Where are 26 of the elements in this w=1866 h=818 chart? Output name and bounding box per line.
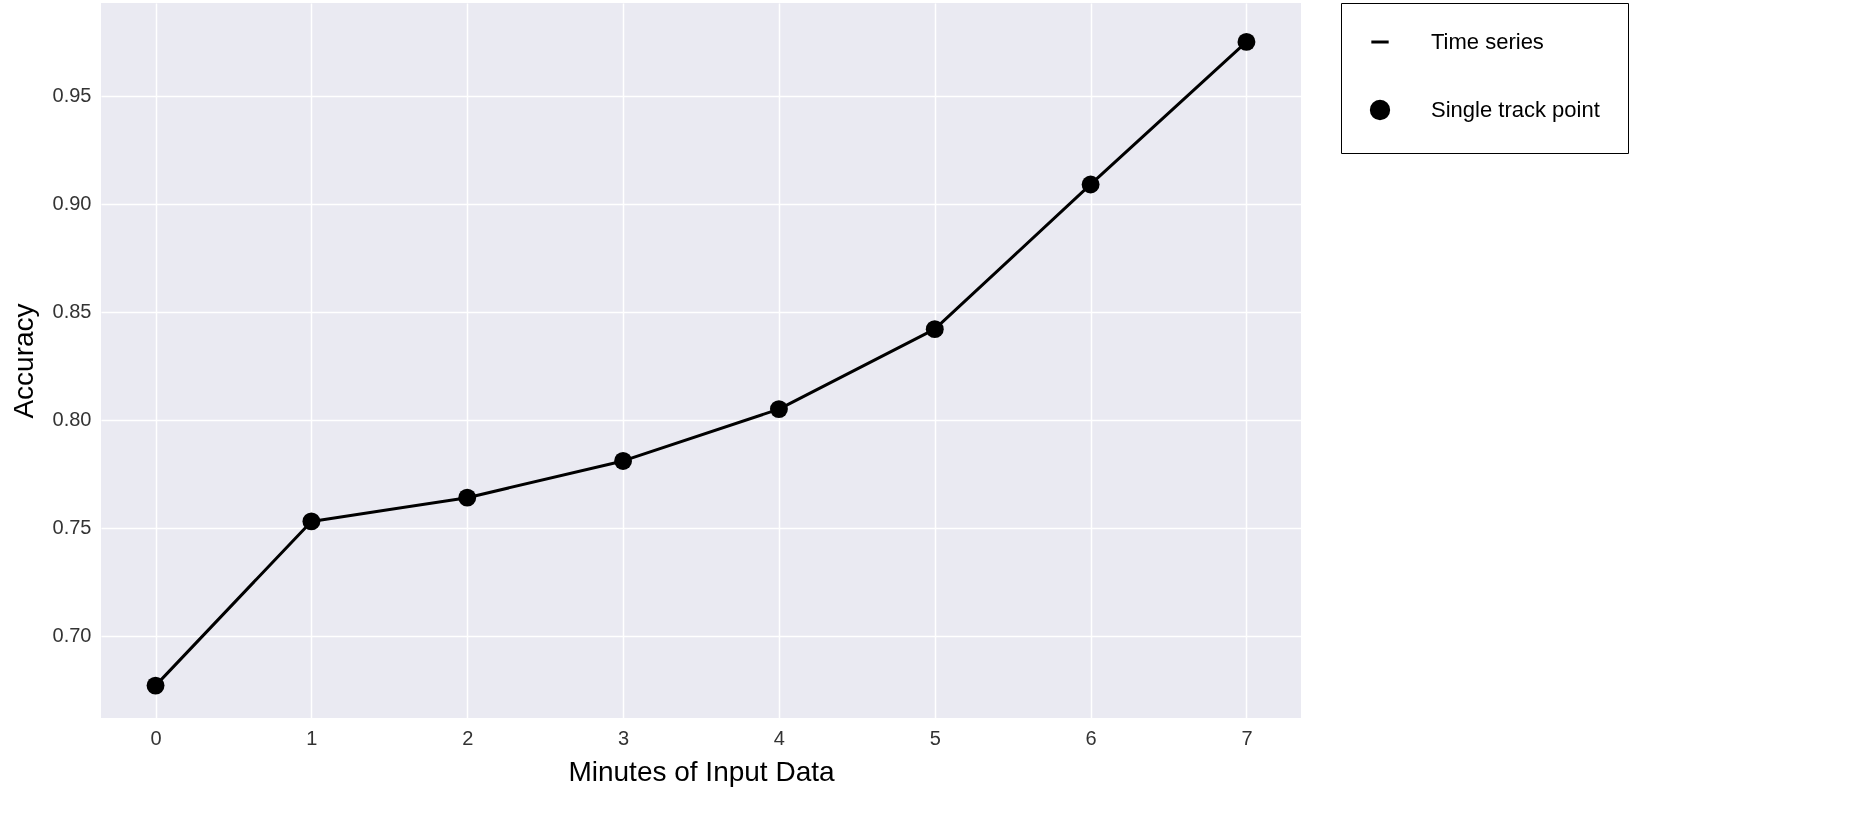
- y-tick-label: 0.80: [52, 408, 92, 431]
- y-tick-label: 0.95: [52, 84, 92, 107]
- y-axis-title: Accuracy: [7, 303, 39, 419]
- x-tick-label: 7: [1241, 726, 1253, 749]
- x-tick-label: 5: [929, 726, 941, 749]
- x-tick-label: 6: [1085, 726, 1097, 749]
- point: [146, 676, 165, 695]
- x-tick-label: 1: [306, 726, 318, 749]
- point: [458, 488, 477, 507]
- point: [1237, 32, 1256, 51]
- legend-label: Time series: [1431, 29, 1544, 54]
- y-tick-label: 0.90: [52, 192, 92, 215]
- x-tick-label: 3: [618, 726, 630, 749]
- x-tick-label: 2: [462, 726, 474, 749]
- y-tick-label: 0.75: [52, 516, 92, 539]
- y-tick-label: 0.85: [52, 300, 92, 323]
- y-tick-label: 0.70: [52, 624, 92, 647]
- x-axis-title: Minutes of Input Data: [568, 755, 835, 787]
- point: [1081, 175, 1100, 194]
- point: [302, 512, 321, 531]
- x-tick-label: 4: [773, 726, 785, 749]
- x-tick-label: 0: [150, 726, 162, 749]
- point: [925, 320, 944, 339]
- point: [614, 452, 633, 470]
- legend-label: Single track point: [1431, 97, 1600, 122]
- point: [769, 400, 788, 419]
